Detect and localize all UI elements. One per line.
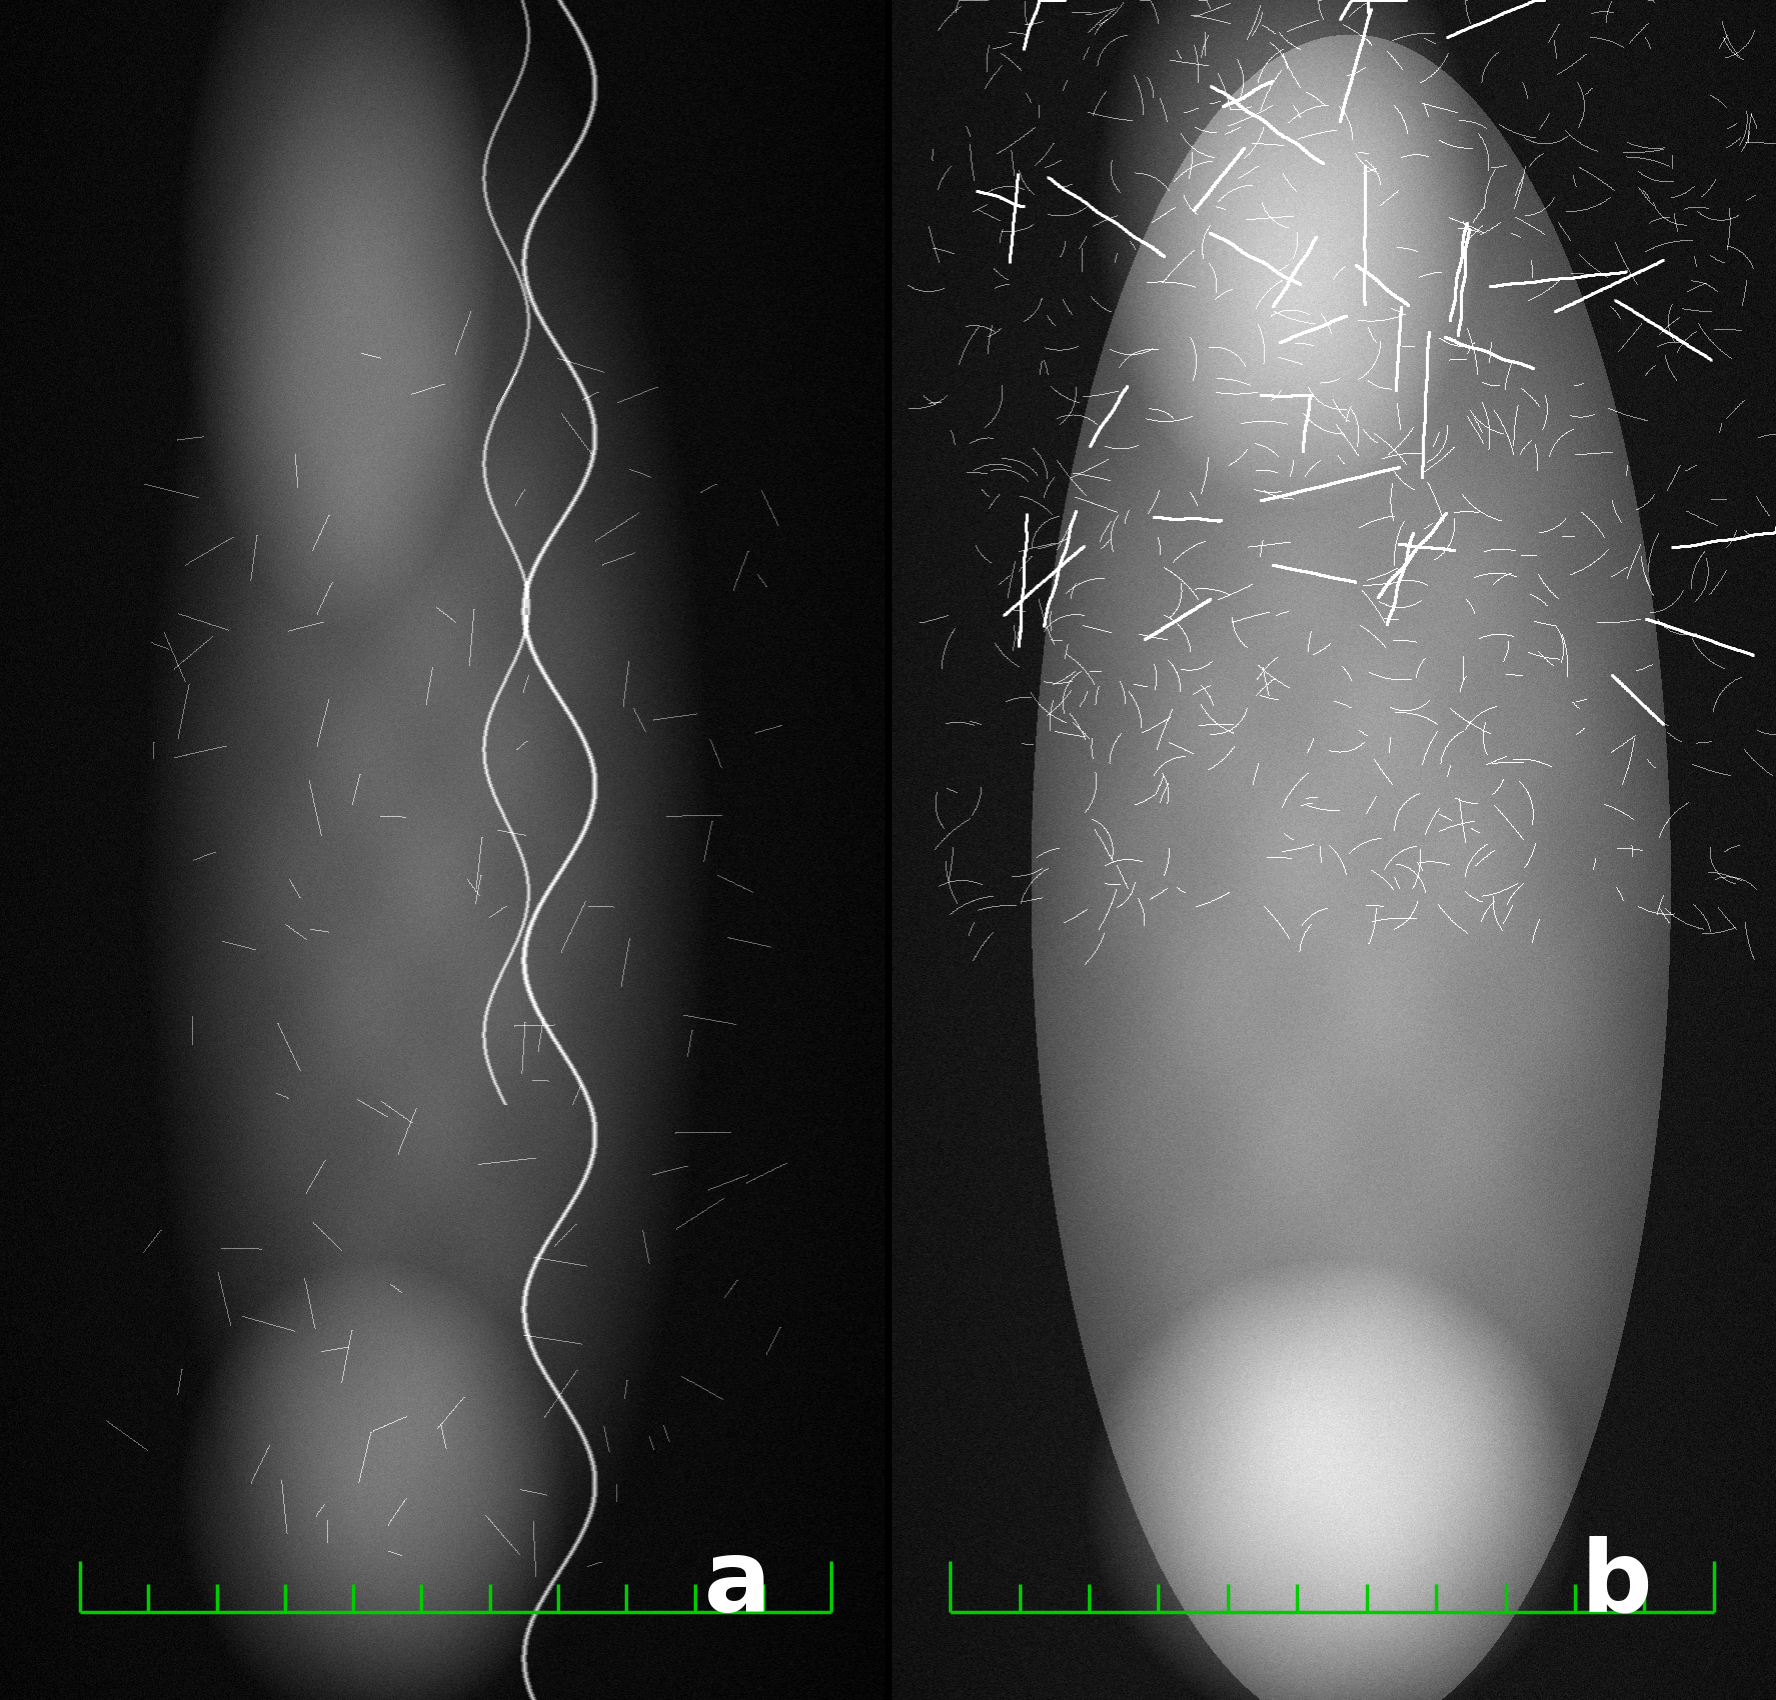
Text: a: a [703, 1535, 771, 1634]
Text: b: b [1581, 1535, 1652, 1634]
